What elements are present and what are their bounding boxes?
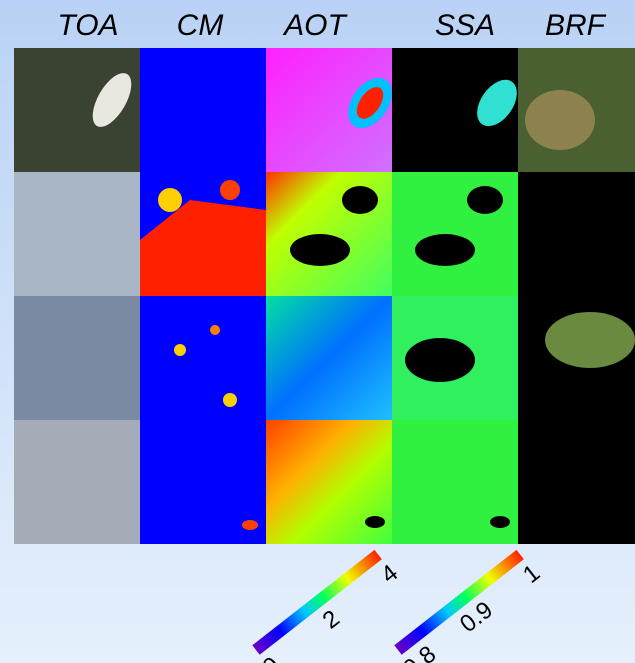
- mask: [365, 516, 385, 528]
- panel: [14, 296, 140, 420]
- cloud-mask: [220, 180, 240, 200]
- mask: [405, 338, 475, 382]
- column-header: SSA: [435, 9, 495, 42]
- panel: [518, 172, 635, 296]
- cloud-mask: [158, 188, 182, 212]
- cloud-mask: [223, 393, 237, 407]
- mask: [467, 186, 503, 214]
- panel: [266, 296, 392, 420]
- mask: [415, 234, 475, 266]
- panel: [140, 48, 266, 172]
- column-header: BRF: [545, 9, 607, 42]
- patch: [525, 90, 595, 150]
- cloud-mask: [242, 520, 258, 530]
- mask: [342, 186, 378, 214]
- mask: [290, 234, 350, 266]
- column-header: CM: [177, 9, 224, 42]
- panel: [392, 172, 518, 296]
- cloud-mask: [210, 325, 220, 335]
- column-header: AOT: [282, 9, 348, 42]
- figure: TOA CM AOT SSA BRF: [0, 0, 635, 663]
- cloud-mask: [174, 344, 186, 356]
- mask: [490, 516, 510, 528]
- patch: [545, 312, 635, 368]
- column-header: TOA: [57, 9, 118, 42]
- panel: [518, 420, 635, 544]
- page: TOA CM AOT SSA BRF: [0, 0, 635, 663]
- panel: [140, 296, 266, 420]
- panel: [14, 172, 140, 296]
- image-grid: [14, 48, 635, 544]
- panel: [14, 420, 140, 544]
